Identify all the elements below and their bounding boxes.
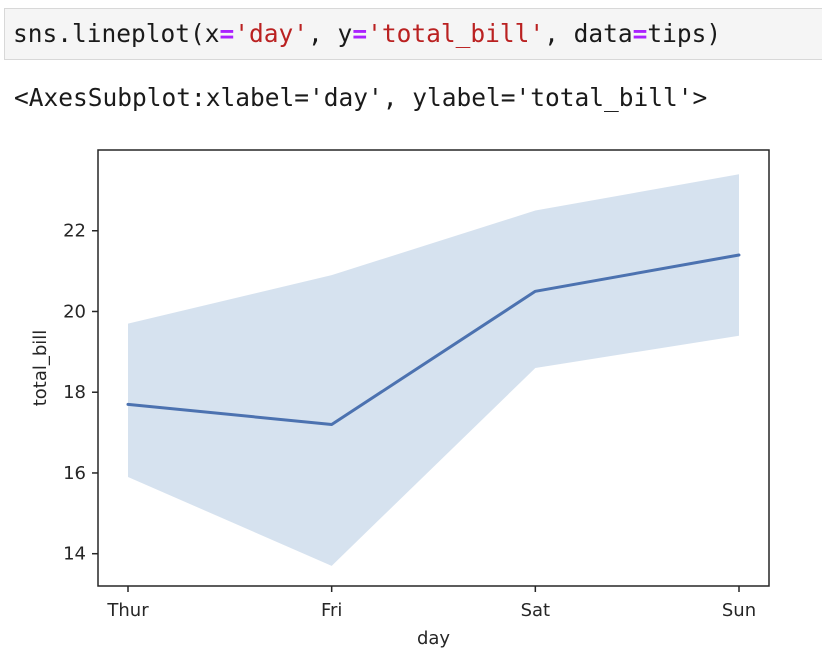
code-token-plain: sns.lineplot(x [13, 19, 220, 48]
y-tick-label: 22 [63, 221, 86, 242]
code-token-str: 'total_bill' [367, 19, 545, 48]
series-line [126, 253, 741, 427]
y-axis-label: total_bill [30, 330, 51, 407]
code-token-str: 'day' [234, 19, 309, 48]
code-input-line[interactable]: sns.lineplot(x='day', y='total_bill', da… [13, 19, 721, 49]
code-token-plain: tips) [647, 19, 722, 48]
cell-output-text: <AxesSubplot:xlabel='day', ylabel='total… [14, 83, 708, 112]
code-token-plain: , y [308, 19, 353, 48]
code-cell[interactable]: sns.lineplot(x='day', y='total_bill', da… [4, 8, 822, 60]
y-tick-label: 18 [63, 382, 86, 403]
y-tick-label: 20 [63, 301, 86, 322]
x-tick-label: Fri [321, 600, 342, 621]
code-token-op: = [219, 19, 235, 48]
code-token-plain: , data [544, 19, 633, 48]
y-tick-label: 14 [63, 544, 86, 565]
code-token-op: = [352, 19, 368, 48]
x-axis-label: day [417, 628, 450, 649]
x-tick-label: Sat [521, 600, 551, 621]
code-token-op: = [632, 19, 648, 48]
plot-area: 14 16 18 20 22 Thur Fri Sat Sun [63, 149, 770, 621]
y-tick-label: 16 [63, 463, 86, 484]
confidence-band [128, 174, 739, 566]
x-tick-label: Sun [722, 600, 756, 621]
x-tick-label: Thur [106, 600, 149, 621]
axes-frame [97, 149, 770, 587]
